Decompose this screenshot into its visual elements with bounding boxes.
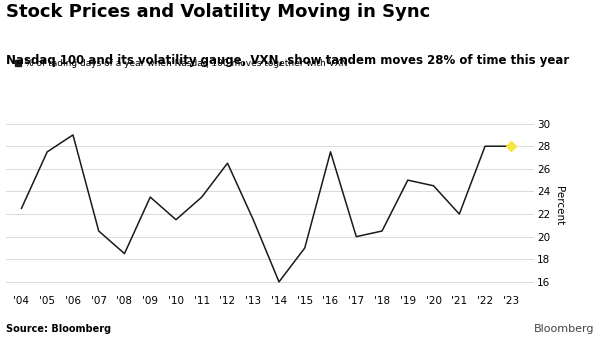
Legend: % of tading days of a year when Nasdaq 100 moves together with VXN: % of tading days of a year when Nasdaq 1… xyxy=(11,56,351,72)
Text: Nasdaq 100 and its volatility gauge, VXN, show tandem moves 28% of time this yea: Nasdaq 100 and its volatility gauge, VXN… xyxy=(6,54,569,67)
Text: Source: Bloomberg: Source: Bloomberg xyxy=(6,324,111,334)
Text: Stock Prices and Volatility Moving in Sync: Stock Prices and Volatility Moving in Sy… xyxy=(6,3,430,21)
Text: Bloomberg: Bloomberg xyxy=(533,324,594,334)
Y-axis label: Percent: Percent xyxy=(554,186,564,225)
